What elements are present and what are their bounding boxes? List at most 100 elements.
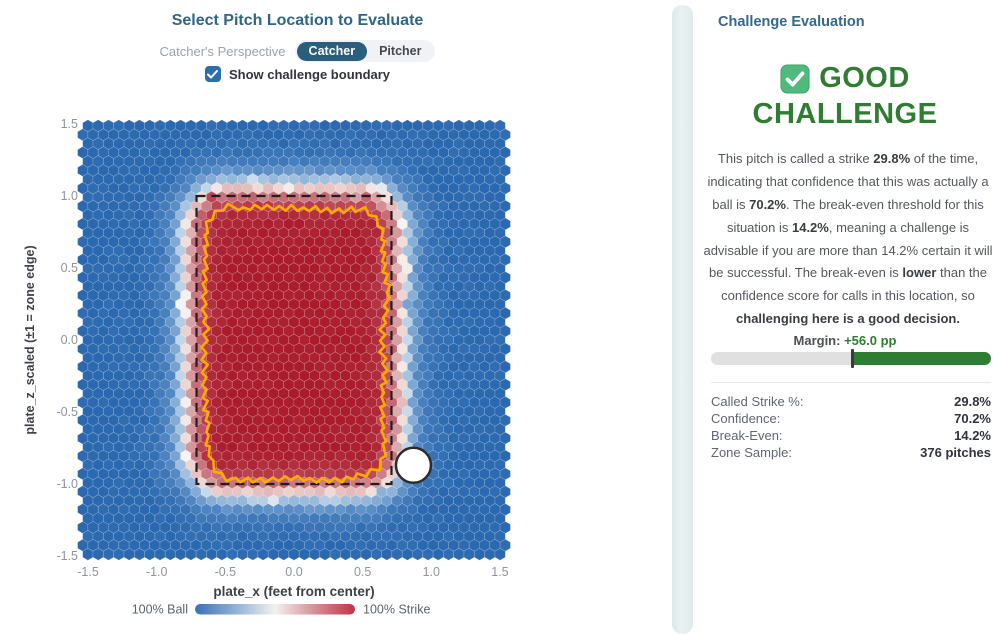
hexbin-cell[interactable] xyxy=(360,547,372,561)
checkbox-label: Show challenge boundary xyxy=(228,66,391,82)
stat-label: Break-Even: xyxy=(711,428,783,443)
hexbin-cell[interactable] xyxy=(278,547,290,561)
stat-label: Confidence: xyxy=(711,411,781,426)
hexbin-cell[interactable] xyxy=(133,547,145,561)
x-tick-label: -1.0 xyxy=(146,565,168,579)
hexbin-cell[interactable] xyxy=(82,547,94,561)
stat-value: 14.2% xyxy=(954,428,991,443)
hexbin-cell[interactable] xyxy=(164,547,176,561)
stats-divider xyxy=(711,382,991,383)
hexbin-cell[interactable] xyxy=(432,547,444,561)
evaluation-text-segment: , meaning a challenge is advisable if yo… xyxy=(703,219,993,281)
y-tick-label: 1.0 xyxy=(61,189,78,203)
margin-value: +56.0 pp xyxy=(844,333,897,348)
hexbin-cell[interactable] xyxy=(319,547,331,561)
hexbin-cell[interactable] xyxy=(309,547,321,561)
panel-title: Challenge Evaluation xyxy=(718,14,865,30)
hexbin-cell[interactable] xyxy=(370,547,382,561)
verdict-block: GOOD CHALLENGE xyxy=(700,62,990,131)
hexbin-cell[interactable] xyxy=(453,547,465,561)
hexbin-cell[interactable] xyxy=(185,547,197,561)
hexbin-cell[interactable] xyxy=(401,547,413,561)
checkbox-checked-icon[interactable] xyxy=(204,66,221,82)
hexbin-cell[interactable] xyxy=(473,547,486,561)
y-tick-label: 0.0 xyxy=(61,333,78,347)
toggle-option-catcher[interactable]: Catcher xyxy=(296,41,368,61)
hexbin-cell[interactable] xyxy=(329,547,341,561)
stat-label: Called Strike %: xyxy=(711,394,804,409)
perspective-row: Catcher's Perspective Catcher Pitcher xyxy=(0,39,595,63)
y-tick-label: -0.5 xyxy=(56,405,78,419)
hexbin-cell[interactable] xyxy=(412,547,424,561)
legend-strike-label: 100% Strike xyxy=(363,603,430,617)
hexbin-cell[interactable] xyxy=(443,547,455,561)
evaluation-text-segment: This pitch is called a strike xyxy=(717,151,874,166)
x-tick-label: -1.5 xyxy=(77,565,99,579)
hexbin-cell[interactable] xyxy=(463,547,475,561)
x-tick-label: 1.0 xyxy=(423,565,440,579)
hexbin-cell[interactable] xyxy=(422,547,434,561)
hexbin-cell[interactable] xyxy=(144,547,156,561)
margin-bar-fill xyxy=(852,352,991,365)
toggle-option-pitcher[interactable]: Pitcher xyxy=(379,43,422,58)
y-tick-label: -1.5 xyxy=(56,549,78,563)
hexbin-cell[interactable] xyxy=(340,547,352,561)
challenge-boundary-contour xyxy=(200,202,392,484)
hexbin-cell[interactable] xyxy=(247,547,259,561)
column-divider xyxy=(672,5,693,634)
hexbin-cell[interactable] xyxy=(113,547,125,561)
stat-row: Zone Sample: 376 pitches xyxy=(711,444,991,461)
x-axis-label: plate_x (feet from center) xyxy=(213,584,374,599)
x-tick-label: 0.0 xyxy=(285,565,302,579)
hexbin-cell[interactable] xyxy=(391,547,403,561)
verdict-line1: GOOD xyxy=(819,62,910,94)
page-title: Select Pitch Location to Evaluate xyxy=(171,12,424,29)
hexbin-cell[interactable] xyxy=(494,547,506,561)
stat-value: 376 pitches xyxy=(920,445,991,460)
hexbin-cell[interactable] xyxy=(226,547,238,561)
perspective-toggle[interactable]: Catcher Pitcher xyxy=(294,40,436,62)
hexbin-cell[interactable] xyxy=(175,547,187,561)
hexbin-cell[interactable] xyxy=(494,190,506,204)
hexbin-cell[interactable] xyxy=(381,547,393,561)
hexbin-cell[interactable] xyxy=(123,547,135,561)
legend-ball-label: 100% Ball xyxy=(132,603,188,617)
stat-value: 70.2% xyxy=(954,411,991,426)
pitch-location-hexbin-chart[interactable]: -1.5 -1.0 -0.5 0.0 0.5 1.0 1.5 1.5 1.0 0.5 0.0 -0.5… xyxy=(0,0,640,635)
x-tick-label: -0.5 xyxy=(215,565,237,579)
evaluation-text-segment: of the time, indicating that confidence … xyxy=(707,151,989,212)
hexbin-cell[interactable] xyxy=(154,547,166,561)
hexbin-cell[interactable] xyxy=(195,547,207,561)
stat-row: Called Strike %: 29.8% xyxy=(711,393,991,410)
verdict-line2: CHALLENGE xyxy=(752,98,938,130)
hexbin-cell[interactable] xyxy=(102,547,115,561)
y-tick-label: 0.5 xyxy=(61,261,78,275)
hexbin-cell[interactable] xyxy=(216,547,228,561)
hexbin-cell[interactable] xyxy=(484,547,496,561)
perspective-label: Catcher's Perspective xyxy=(159,43,286,59)
evaluation-text-segment: 70.2% xyxy=(749,196,786,212)
hexbin-cell[interactable] xyxy=(257,547,269,561)
hexbin-cell[interactable] xyxy=(350,547,362,561)
challenge-boundary-checkbox-row: Show challenge boundary xyxy=(0,66,595,82)
hexbin-cell[interactable] xyxy=(494,119,506,133)
evaluation-text-segment: . The break-even threshold for this situ… xyxy=(726,196,984,235)
evaluation-text-segment: 14.2% xyxy=(791,219,829,235)
hexbin-cell[interactable] xyxy=(236,547,248,561)
hexbin-layer[interactable] xyxy=(77,119,511,561)
y-tick-label: -1.0 xyxy=(56,477,78,491)
hexbin-cell[interactable] xyxy=(298,547,310,561)
margin-bar-threshold-marker xyxy=(850,349,854,368)
hexbin-cell[interactable] xyxy=(288,547,300,561)
hexbin-cell[interactable] xyxy=(92,547,104,561)
hexbin-cell[interactable] xyxy=(206,547,218,561)
evaluation-text-segment: than the confidence score for calls in t… xyxy=(721,265,987,304)
hexbin-cell[interactable] xyxy=(267,547,279,561)
stat-label: Zone Sample: xyxy=(711,445,792,460)
margin-progress-bar xyxy=(711,349,991,368)
strike-zone-rect xyxy=(195,194,393,486)
x-tick-label: 1.5 xyxy=(491,565,508,579)
selected-pitch-marker[interactable] xyxy=(394,446,433,485)
evaluation-text-segment: challenging here is a good decision. xyxy=(736,311,960,327)
